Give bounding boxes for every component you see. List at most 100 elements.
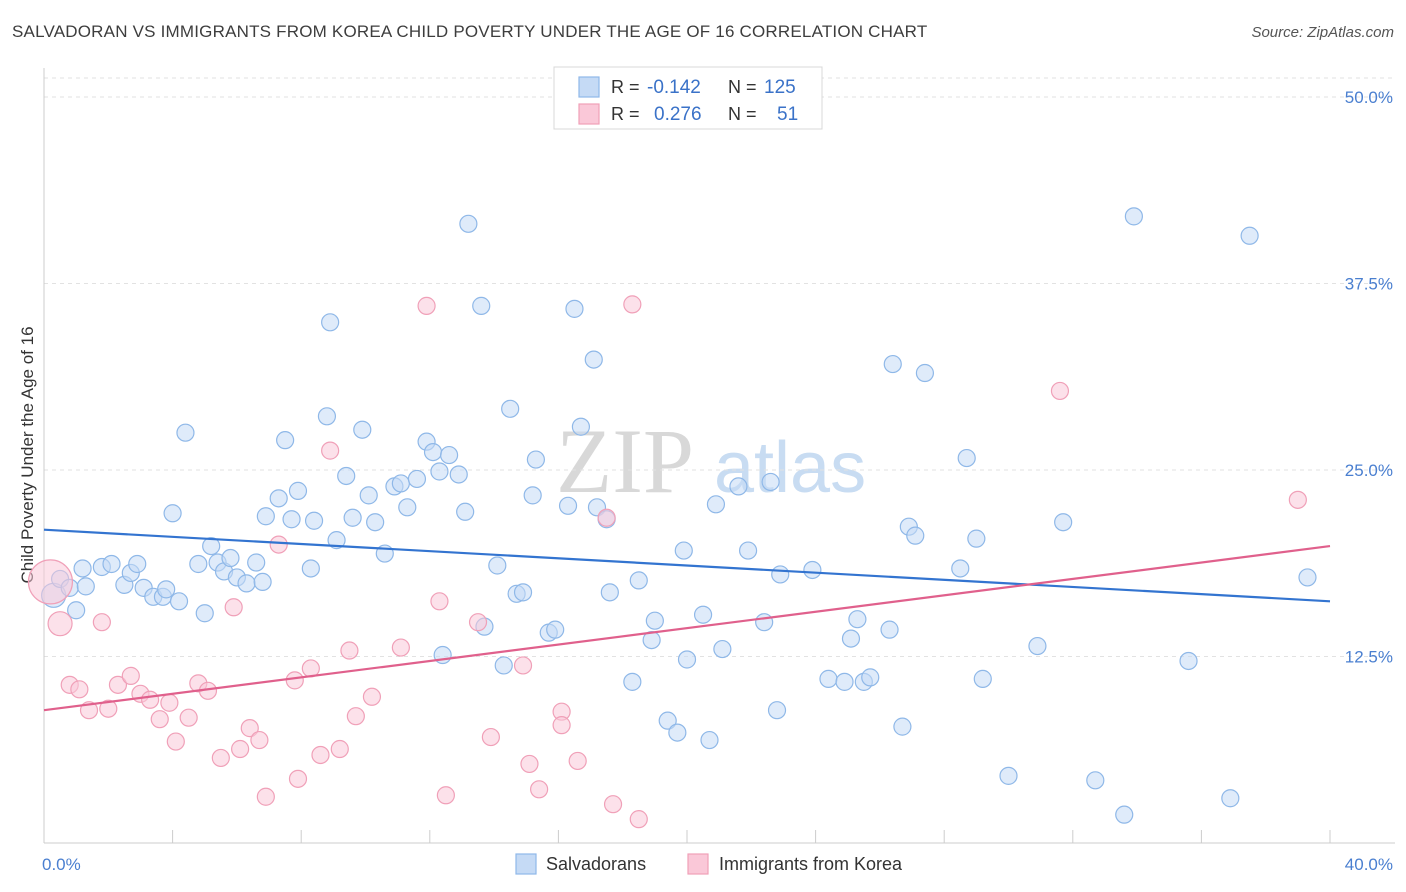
salvadoran-point-38 (337, 466, 356, 486)
salvadoran-point-59 (494, 656, 513, 675)
tick-labels: 12.5% 25.0% 37.5% 50.0% 0.0% 40.0% (42, 88, 1393, 874)
y-tick-label-3: 50.0% (1345, 88, 1393, 107)
salvadoran-point-47 (407, 469, 427, 489)
salvadoran-point-115 (1179, 651, 1198, 671)
salvadoran-point-10 (128, 554, 147, 574)
salvadoran-point-50 (430, 462, 449, 481)
salvadoran-point-32 (288, 481, 308, 500)
salvadoran-point-53 (449, 465, 468, 484)
chart-title: SALVADORAN VS IMMIGRANTS FROM KOREA CHIL… (12, 22, 928, 41)
salvadoran-point-23 (221, 548, 240, 568)
y-axis-label: Child Poverty Under the Age of 16 (18, 326, 37, 583)
korea-point-27 (311, 745, 330, 765)
x-tick-label-1: 40.0% (1345, 855, 1393, 874)
salvadoran-point-68 (565, 299, 584, 318)
salvadoran-point-117 (1240, 226, 1259, 245)
salvadoran-point-3 (67, 601, 86, 620)
korea-point-49 (1050, 381, 1070, 401)
korea-point-21 (250, 730, 269, 750)
gridlines (44, 77, 1395, 657)
salvadoran-point-112 (1086, 771, 1105, 790)
salvadoran-point-34 (304, 511, 324, 530)
korea-point-25 (288, 769, 308, 788)
korea-point-3 (70, 680, 89, 699)
legend-r-value-1: 0.276 (654, 104, 702, 125)
salvadoran-point-42 (366, 513, 385, 532)
salvadoran-point-103 (906, 526, 925, 545)
salvadoran-point-88 (755, 613, 774, 632)
salvadoran-point-70 (584, 350, 603, 369)
salvadoran-point-19 (195, 604, 214, 623)
salvadoran-point-37 (327, 531, 346, 550)
salvadoran-trend-line (43, 528, 1331, 603)
salvadoran-point-14 (157, 580, 176, 599)
korea-point-11 (150, 710, 169, 729)
korea-point-30 (340, 641, 359, 660)
korea-point-7 (108, 675, 128, 694)
salvadoran-point-58 (488, 556, 507, 575)
salvadoran-point-25 (237, 574, 256, 593)
watermark-atlas: atlas (714, 428, 866, 508)
korea-point-23 (269, 535, 288, 554)
salvadoran-point-62 (513, 583, 533, 602)
salvadoran-point-81 (677, 650, 697, 669)
bottom-legend-swatch-korea (687, 853, 709, 875)
legend-swatch-salvadorans (578, 76, 600, 98)
korea-point-45 (597, 508, 616, 527)
korea-point-46 (603, 795, 623, 814)
salvadoran-point-109 (999, 766, 1018, 785)
korea-point-19 (231, 739, 250, 759)
korea-point-39 (513, 656, 533, 675)
korea-point-18 (224, 598, 243, 617)
salvadoran-point-106 (957, 448, 976, 468)
salvadoran-point-55 (459, 214, 478, 233)
salvadoran-point-80 (674, 541, 693, 560)
salvadoran-point-77 (645, 611, 664, 630)
stats-legend: R = -0.142 N = 125 R = 0.276 N = 51 (553, 66, 823, 130)
korea-point-47 (623, 295, 642, 314)
salvadoran-point-100 (883, 354, 902, 374)
scatter-points (27, 207, 1317, 829)
salvadoran-point-108 (973, 669, 992, 688)
salvadoran-point-79 (668, 723, 687, 742)
x-tick-label-0: 0.0% (42, 855, 81, 874)
salvadoran-point-73 (600, 583, 619, 602)
korea-point-24 (285, 671, 304, 690)
korea-point-13 (166, 732, 185, 751)
salvadoran-point-17 (176, 423, 195, 442)
salvadoran-point-69 (571, 417, 591, 436)
korea-point-37 (468, 613, 488, 632)
korea-point-40 (520, 754, 539, 774)
salvadoran-point-28 (256, 507, 275, 526)
korea-point-38 (481, 727, 500, 747)
series-legend: Salvadorans Immigrants from Korea (515, 853, 903, 875)
salvadoran-point-7 (102, 554, 121, 574)
y-tick-label-1: 25.0% (1345, 461, 1393, 480)
salvadoran-point-104 (915, 363, 935, 383)
trend-lines (43, 528, 1331, 712)
axes (43, 68, 1395, 844)
legend-n-label-0: N = (728, 77, 757, 97)
legend-n-value-1: 51 (777, 104, 798, 125)
korea-point-34 (417, 296, 436, 315)
salvadoran-point-78 (658, 711, 677, 730)
salvadoran-point-29 (269, 489, 288, 508)
korea-point-17 (211, 748, 230, 768)
salvadoran-point-56 (472, 296, 491, 315)
salvadoran-point-94 (835, 672, 854, 691)
salvadoran-point-89 (761, 472, 780, 492)
salvadoran-point-30 (276, 431, 295, 450)
korea-point-44 (568, 751, 587, 771)
bottom-legend-label-salvadorans: Salvadorans (546, 854, 646, 874)
salvadoran-point-49 (423, 442, 443, 462)
salvadoran-point-96 (848, 610, 867, 629)
salvadoran-point-116 (1221, 789, 1240, 808)
legend-r-label-0: R = (611, 77, 640, 97)
salvadoran-point-63 (523, 486, 542, 505)
salvadoran-point-26 (247, 553, 266, 572)
korea-trend-line (43, 545, 1331, 712)
legend-r-label-1: R = (611, 104, 640, 124)
salvadoran-point-4 (73, 559, 92, 578)
salvadoran-point-105 (951, 559, 970, 578)
